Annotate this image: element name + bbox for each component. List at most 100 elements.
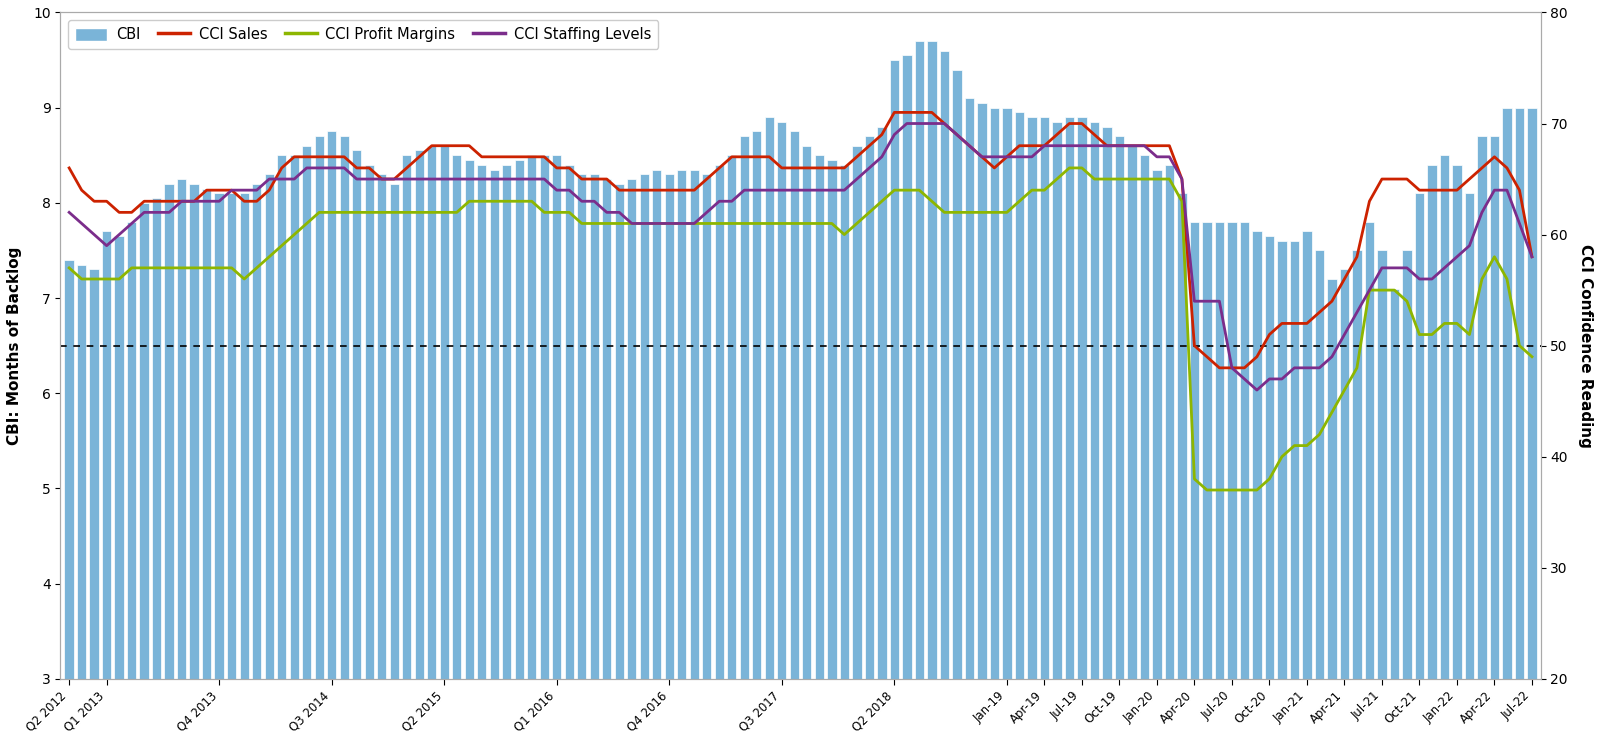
Bar bbox=[378, 174, 387, 741]
Bar bbox=[1290, 241, 1299, 741]
Bar bbox=[702, 174, 712, 741]
Bar bbox=[653, 170, 661, 741]
Bar bbox=[1053, 122, 1061, 741]
Bar bbox=[339, 136, 349, 741]
Bar bbox=[677, 170, 686, 741]
Bar bbox=[1077, 117, 1086, 741]
Bar bbox=[939, 50, 949, 741]
Bar bbox=[214, 193, 224, 741]
Bar bbox=[1253, 231, 1261, 741]
Y-axis label: CCI Confidence Reading: CCI Confidence Reading bbox=[1578, 244, 1594, 448]
Bar bbox=[814, 156, 824, 741]
Bar bbox=[1352, 250, 1362, 741]
Bar bbox=[1165, 165, 1174, 741]
Bar bbox=[877, 127, 886, 741]
Bar bbox=[1115, 136, 1125, 741]
Bar bbox=[178, 179, 186, 741]
Bar bbox=[1264, 236, 1274, 741]
Bar bbox=[1214, 222, 1224, 741]
Bar bbox=[152, 198, 162, 741]
Bar bbox=[1315, 250, 1325, 741]
Bar bbox=[202, 188, 211, 741]
Bar bbox=[1427, 165, 1437, 741]
Bar bbox=[539, 156, 549, 741]
Bar bbox=[490, 170, 499, 741]
Legend: CBI, CCI Sales, CCI Profit Margins, CCI Staffing Levels: CBI, CCI Sales, CCI Profit Margins, CCI … bbox=[67, 20, 659, 50]
Bar bbox=[640, 174, 650, 741]
Bar bbox=[589, 174, 598, 741]
Bar bbox=[515, 160, 523, 741]
Bar bbox=[765, 117, 774, 741]
Bar bbox=[477, 165, 486, 741]
Bar bbox=[752, 131, 762, 741]
Bar bbox=[952, 70, 962, 741]
Bar bbox=[1152, 170, 1162, 741]
Bar bbox=[326, 131, 336, 741]
Bar bbox=[1002, 107, 1011, 741]
Bar bbox=[790, 131, 798, 741]
Bar bbox=[290, 156, 299, 741]
Bar bbox=[90, 270, 99, 741]
Bar bbox=[302, 146, 312, 741]
Bar bbox=[827, 160, 837, 741]
Bar bbox=[440, 146, 450, 741]
Bar bbox=[1328, 279, 1336, 741]
Bar bbox=[77, 265, 86, 741]
Bar bbox=[102, 231, 112, 741]
Bar bbox=[802, 146, 811, 741]
Bar bbox=[1240, 222, 1250, 741]
Bar bbox=[739, 136, 749, 741]
Bar bbox=[315, 136, 323, 741]
Bar bbox=[1339, 270, 1349, 741]
Bar bbox=[1277, 241, 1286, 741]
Bar bbox=[1064, 117, 1074, 741]
Bar bbox=[565, 165, 574, 741]
Bar bbox=[189, 184, 198, 741]
Bar bbox=[389, 184, 398, 741]
Bar bbox=[1040, 117, 1050, 741]
Bar bbox=[1440, 156, 1450, 741]
Bar bbox=[1502, 107, 1512, 741]
Bar bbox=[1414, 193, 1424, 741]
Bar bbox=[965, 98, 974, 741]
Bar bbox=[165, 184, 174, 741]
Bar bbox=[915, 41, 925, 741]
Bar bbox=[253, 184, 261, 741]
Bar bbox=[664, 174, 674, 741]
Bar bbox=[778, 122, 787, 741]
Bar bbox=[726, 156, 736, 741]
Bar bbox=[1378, 250, 1387, 741]
Bar bbox=[1202, 222, 1211, 741]
Bar bbox=[627, 179, 637, 741]
Bar bbox=[1477, 136, 1486, 741]
Bar bbox=[1528, 107, 1536, 741]
Bar bbox=[1515, 107, 1525, 741]
Bar bbox=[1126, 146, 1136, 741]
Bar bbox=[464, 160, 474, 741]
Bar bbox=[264, 174, 274, 741]
Bar bbox=[902, 56, 912, 741]
Bar bbox=[1365, 222, 1374, 741]
Bar bbox=[578, 174, 587, 741]
Bar bbox=[853, 146, 861, 741]
Bar bbox=[990, 107, 998, 741]
Bar bbox=[614, 184, 624, 741]
Bar bbox=[64, 260, 74, 741]
Bar bbox=[1190, 222, 1198, 741]
Bar bbox=[365, 165, 374, 741]
Bar bbox=[978, 103, 987, 741]
Bar bbox=[890, 60, 899, 741]
Bar bbox=[1090, 122, 1099, 741]
Bar bbox=[1390, 288, 1398, 741]
Bar bbox=[126, 222, 136, 741]
Bar bbox=[115, 236, 123, 741]
Bar bbox=[1464, 193, 1474, 741]
Bar bbox=[1139, 156, 1149, 741]
Bar bbox=[1027, 117, 1037, 741]
Bar bbox=[1302, 231, 1312, 741]
Bar bbox=[926, 41, 936, 741]
Bar bbox=[227, 193, 237, 741]
Bar bbox=[402, 156, 411, 741]
Bar bbox=[414, 150, 424, 741]
Bar bbox=[1102, 127, 1112, 741]
